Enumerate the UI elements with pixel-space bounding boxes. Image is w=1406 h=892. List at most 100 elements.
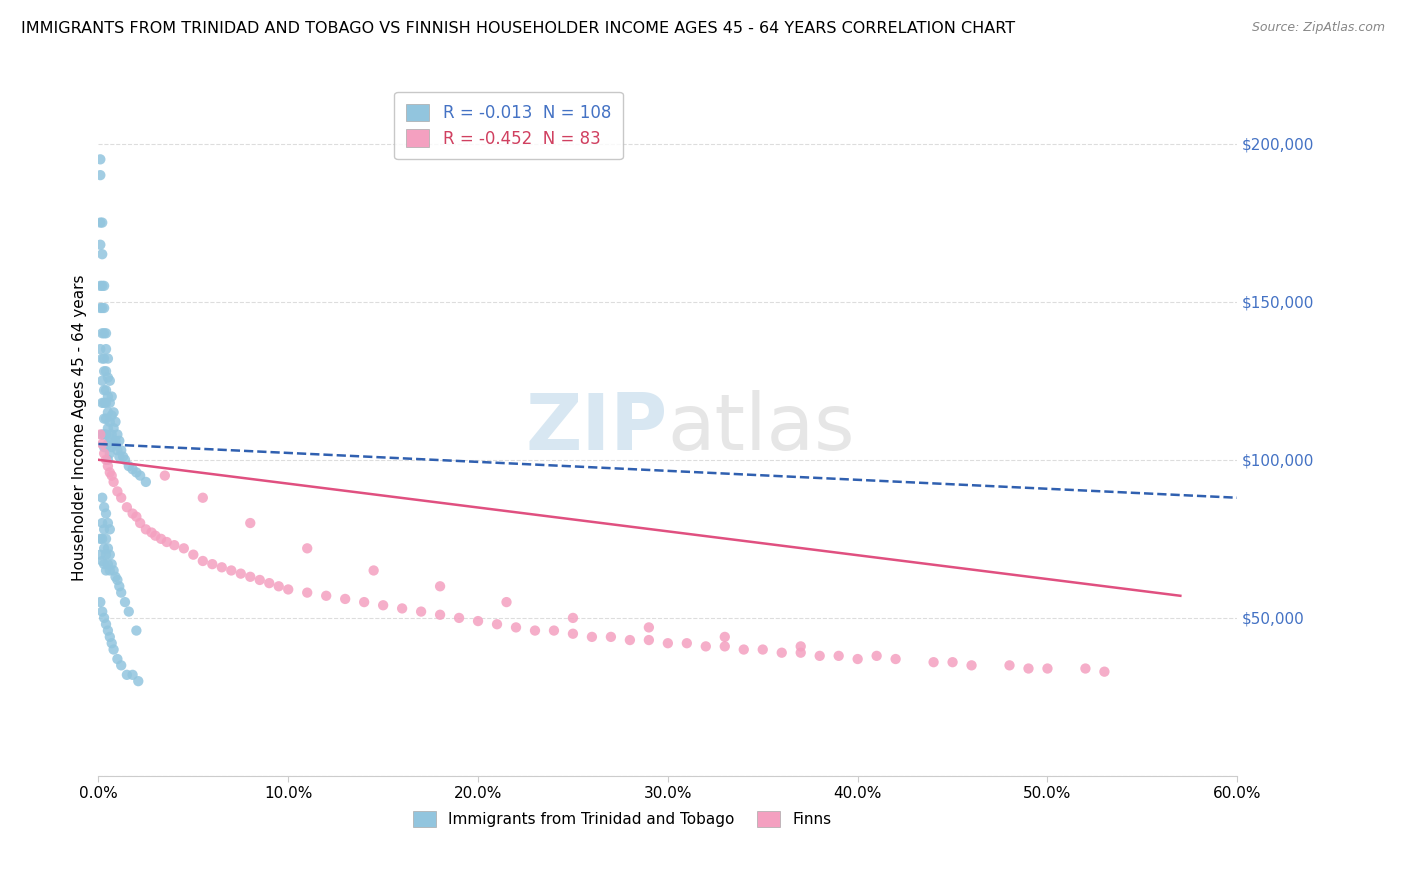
Point bbox=[91, 374, 114, 388]
Point bbox=[97, 370, 120, 384]
Point bbox=[173, 541, 195, 556]
Point bbox=[790, 646, 813, 660]
Point bbox=[191, 554, 214, 568]
Text: atlas: atlas bbox=[668, 390, 855, 467]
Point bbox=[98, 548, 121, 562]
Point bbox=[91, 427, 114, 442]
Point bbox=[98, 446, 121, 460]
Point bbox=[249, 573, 271, 587]
Point bbox=[297, 541, 319, 556]
Point bbox=[100, 557, 122, 571]
Point bbox=[100, 440, 122, 454]
Point bbox=[112, 450, 135, 464]
Point bbox=[1094, 665, 1116, 679]
Point bbox=[129, 516, 152, 530]
Point bbox=[89, 342, 111, 356]
Text: IMMIGRANTS FROM TRINIDAD AND TOBAGO VS FINNISH HOUSEHOLDER INCOME AGES 45 - 64 Y: IMMIGRANTS FROM TRINIDAD AND TOBAGO VS F… bbox=[21, 21, 1015, 36]
Point bbox=[98, 374, 121, 388]
Point bbox=[150, 532, 173, 546]
Point bbox=[115, 500, 138, 515]
Point bbox=[562, 626, 585, 640]
Point bbox=[141, 525, 163, 540]
Point bbox=[201, 557, 224, 571]
Point bbox=[103, 642, 125, 657]
Point bbox=[97, 459, 120, 474]
Point bbox=[524, 624, 547, 638]
Point bbox=[89, 237, 111, 252]
Point bbox=[429, 607, 451, 622]
Point bbox=[104, 415, 127, 429]
Point bbox=[103, 564, 125, 578]
Point bbox=[770, 646, 793, 660]
Point bbox=[695, 640, 717, 654]
Point bbox=[98, 466, 121, 480]
Point bbox=[922, 655, 945, 669]
Point bbox=[97, 405, 120, 419]
Point bbox=[229, 566, 252, 581]
Point bbox=[91, 554, 114, 568]
Point bbox=[91, 491, 114, 505]
Point bbox=[97, 452, 120, 467]
Point bbox=[89, 216, 111, 230]
Point bbox=[93, 427, 115, 442]
Y-axis label: Householder Income Ages 45 - 64 years: Householder Income Ages 45 - 64 years bbox=[72, 275, 87, 582]
Point bbox=[97, 516, 120, 530]
Point bbox=[108, 450, 131, 464]
Point bbox=[315, 589, 337, 603]
Point bbox=[121, 668, 143, 682]
Point bbox=[353, 595, 375, 609]
Point bbox=[94, 364, 117, 378]
Point bbox=[91, 605, 114, 619]
Point bbox=[91, 516, 114, 530]
Point bbox=[93, 411, 115, 425]
Point bbox=[93, 364, 115, 378]
Point bbox=[239, 516, 262, 530]
Point bbox=[297, 585, 319, 599]
Point bbox=[94, 326, 117, 341]
Point bbox=[93, 522, 115, 536]
Point bbox=[114, 452, 136, 467]
Point bbox=[714, 630, 737, 644]
Point bbox=[93, 446, 115, 460]
Point bbox=[562, 611, 585, 625]
Point bbox=[1036, 661, 1059, 675]
Point bbox=[121, 462, 143, 476]
Point bbox=[97, 624, 120, 638]
Point bbox=[93, 611, 115, 625]
Point bbox=[91, 351, 114, 366]
Point bbox=[93, 326, 115, 341]
Point bbox=[100, 636, 122, 650]
Point bbox=[108, 434, 131, 448]
Point bbox=[239, 570, 262, 584]
Point bbox=[581, 630, 603, 644]
Point bbox=[752, 642, 775, 657]
Point bbox=[94, 532, 117, 546]
Point bbox=[135, 475, 157, 489]
Point bbox=[110, 491, 132, 505]
Point bbox=[97, 541, 120, 556]
Point bbox=[371, 599, 394, 613]
Point bbox=[110, 658, 132, 673]
Point bbox=[94, 548, 117, 562]
Point bbox=[89, 595, 111, 609]
Point bbox=[429, 579, 451, 593]
Text: ZIP: ZIP bbox=[526, 390, 668, 467]
Point bbox=[221, 564, 243, 578]
Point bbox=[94, 396, 117, 410]
Point bbox=[449, 611, 471, 625]
Point bbox=[600, 630, 623, 644]
Point bbox=[91, 216, 114, 230]
Point bbox=[93, 383, 115, 397]
Point bbox=[714, 640, 737, 654]
Point bbox=[104, 434, 127, 448]
Point bbox=[676, 636, 699, 650]
Point bbox=[467, 614, 489, 628]
Point bbox=[94, 427, 117, 442]
Point bbox=[259, 576, 281, 591]
Point bbox=[93, 440, 115, 454]
Point bbox=[93, 541, 115, 556]
Point bbox=[91, 326, 114, 341]
Point bbox=[98, 431, 121, 445]
Point bbox=[115, 668, 138, 682]
Point bbox=[93, 278, 115, 293]
